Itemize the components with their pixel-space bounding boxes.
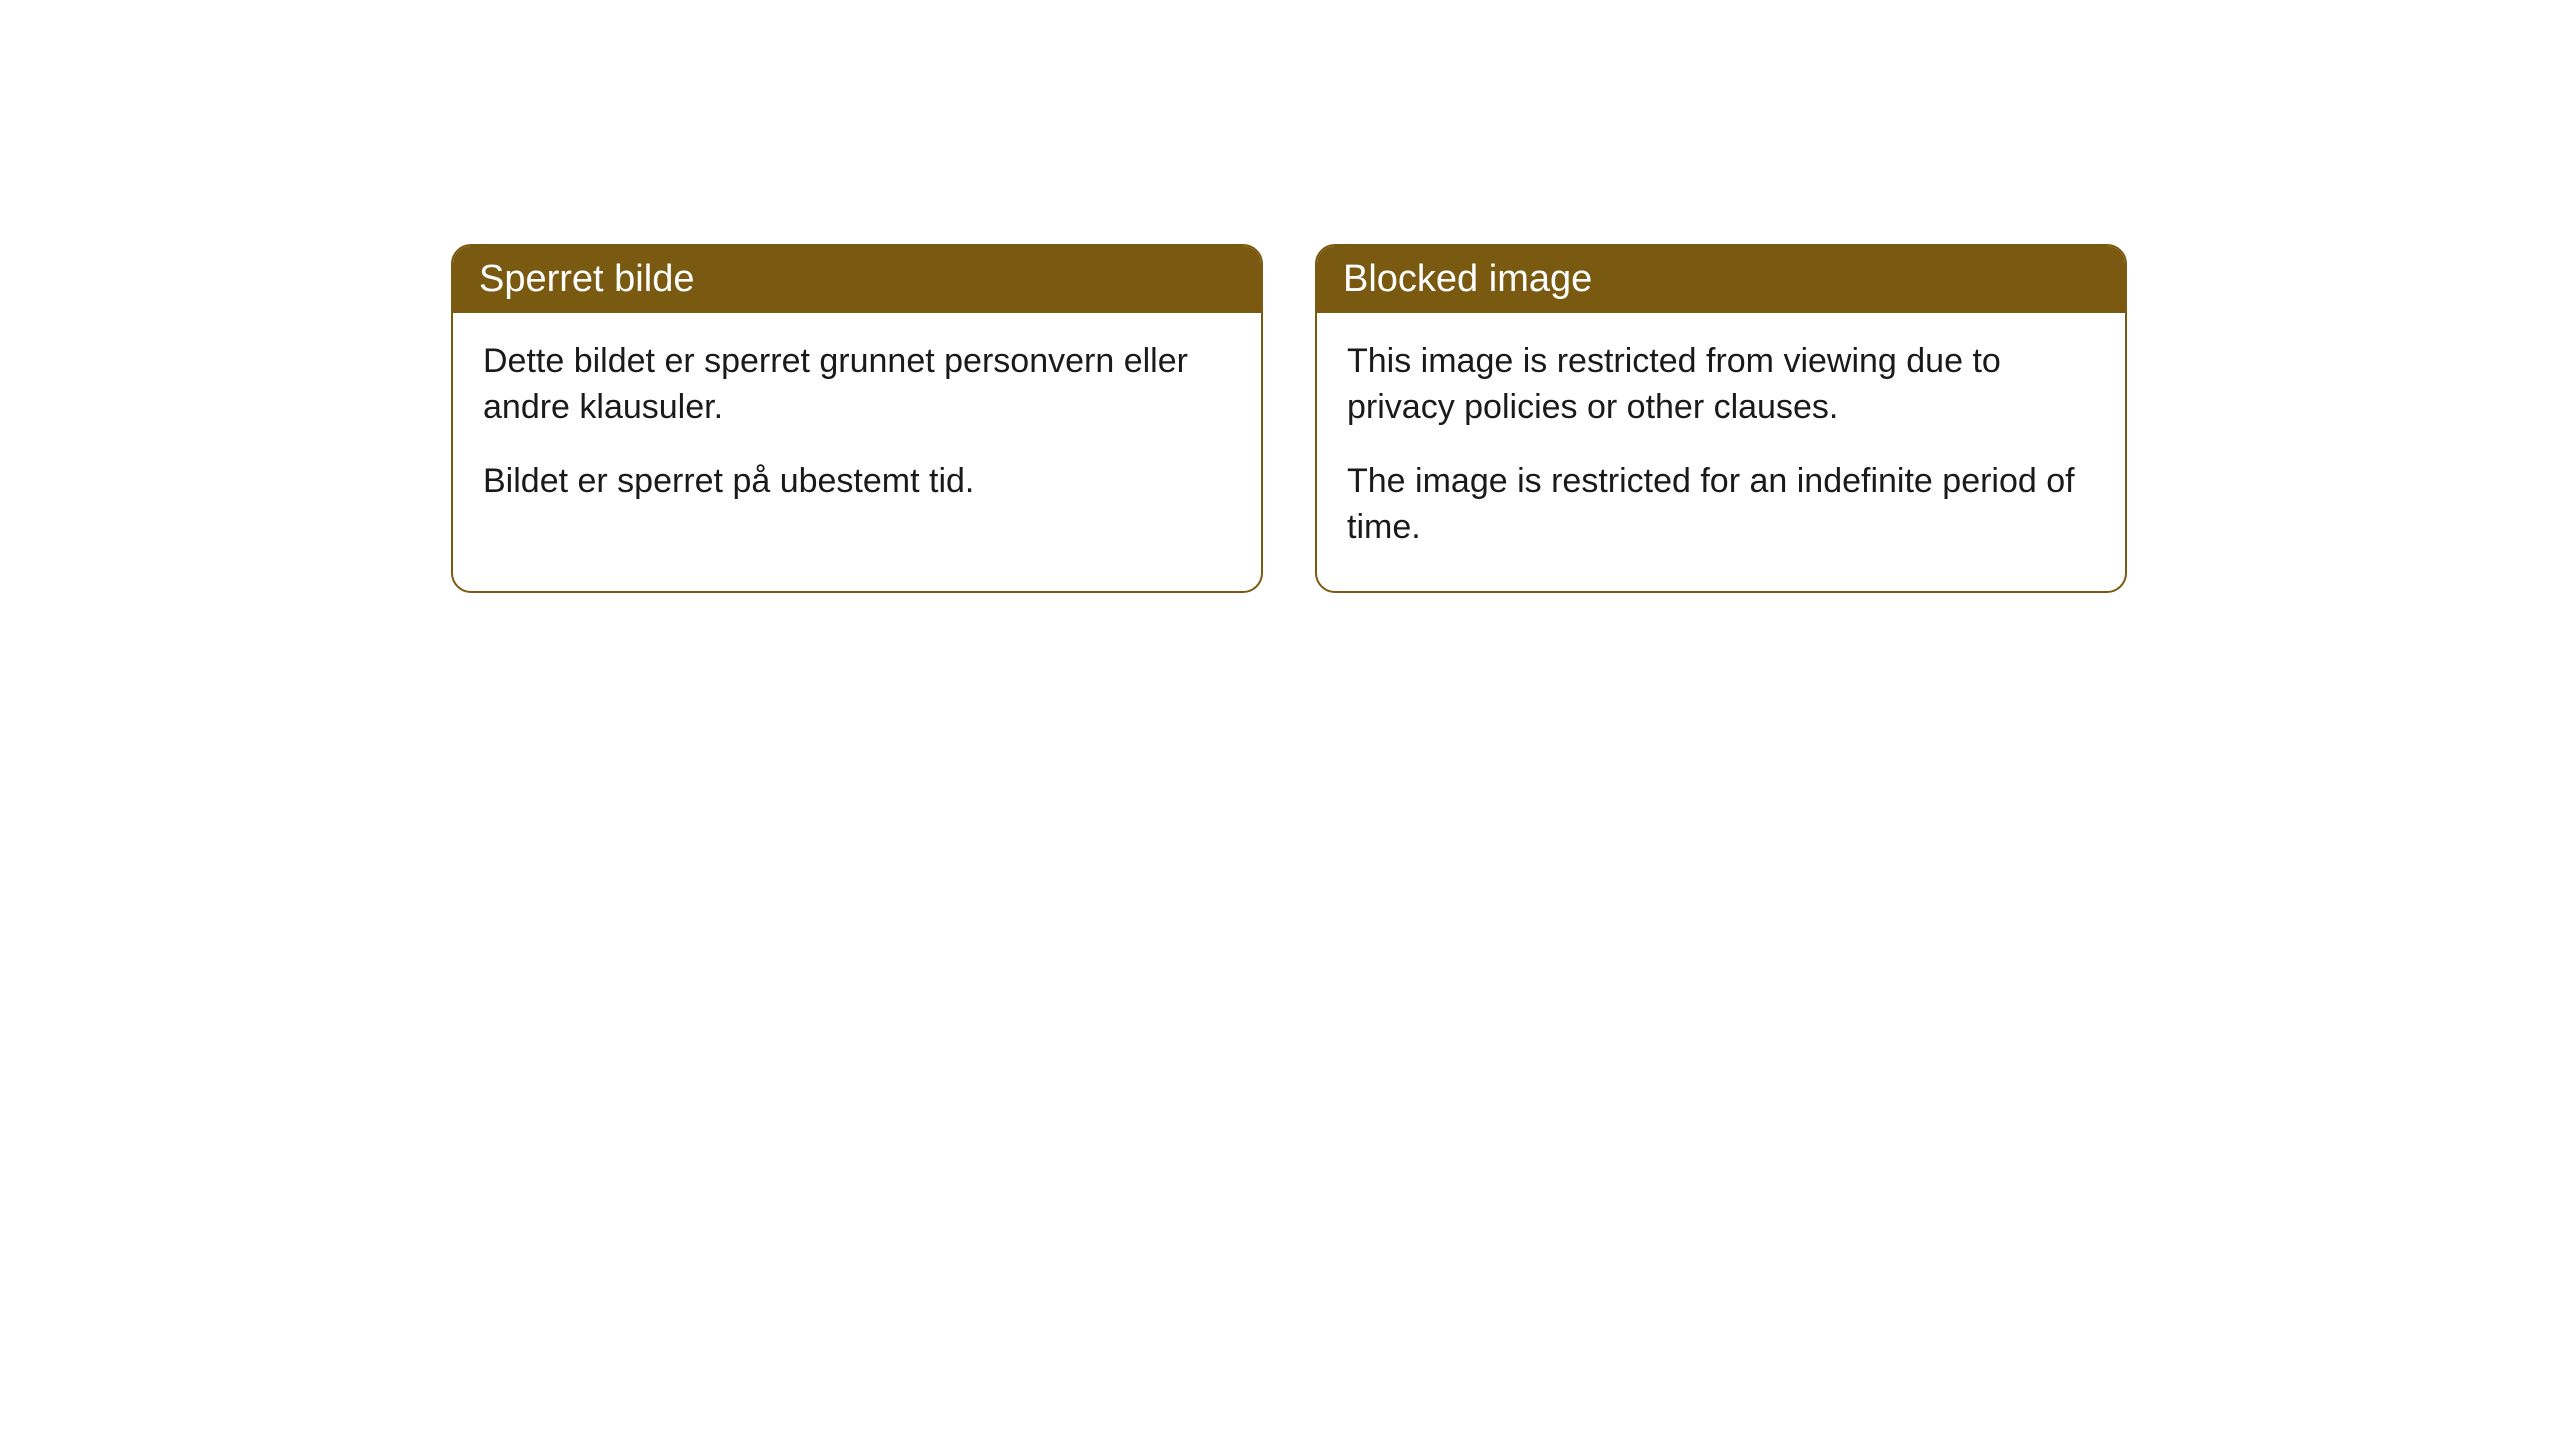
card-header: Blocked image (1317, 246, 2125, 313)
card-body: Dette bildet er sperret grunnet personve… (453, 313, 1261, 545)
card-paragraph: Bildet er sperret på ubestemt tid. (483, 459, 1231, 505)
card-paragraph: Dette bildet er sperret grunnet personve… (483, 339, 1231, 431)
card-body: This image is restricted from viewing du… (1317, 313, 2125, 591)
card-paragraph: The image is restricted for an indefinit… (1347, 459, 2095, 551)
blocked-image-card-norwegian: Sperret bilde Dette bildet er sperret gr… (451, 244, 1263, 593)
card-paragraph: This image is restricted from viewing du… (1347, 339, 2095, 431)
blocked-image-card-english: Blocked image This image is restricted f… (1315, 244, 2127, 593)
card-title: Blocked image (1343, 258, 1592, 300)
cards-container: Sperret bilde Dette bildet er sperret gr… (0, 0, 2560, 593)
card-header: Sperret bilde (453, 246, 1261, 313)
card-title: Sperret bilde (479, 258, 694, 300)
